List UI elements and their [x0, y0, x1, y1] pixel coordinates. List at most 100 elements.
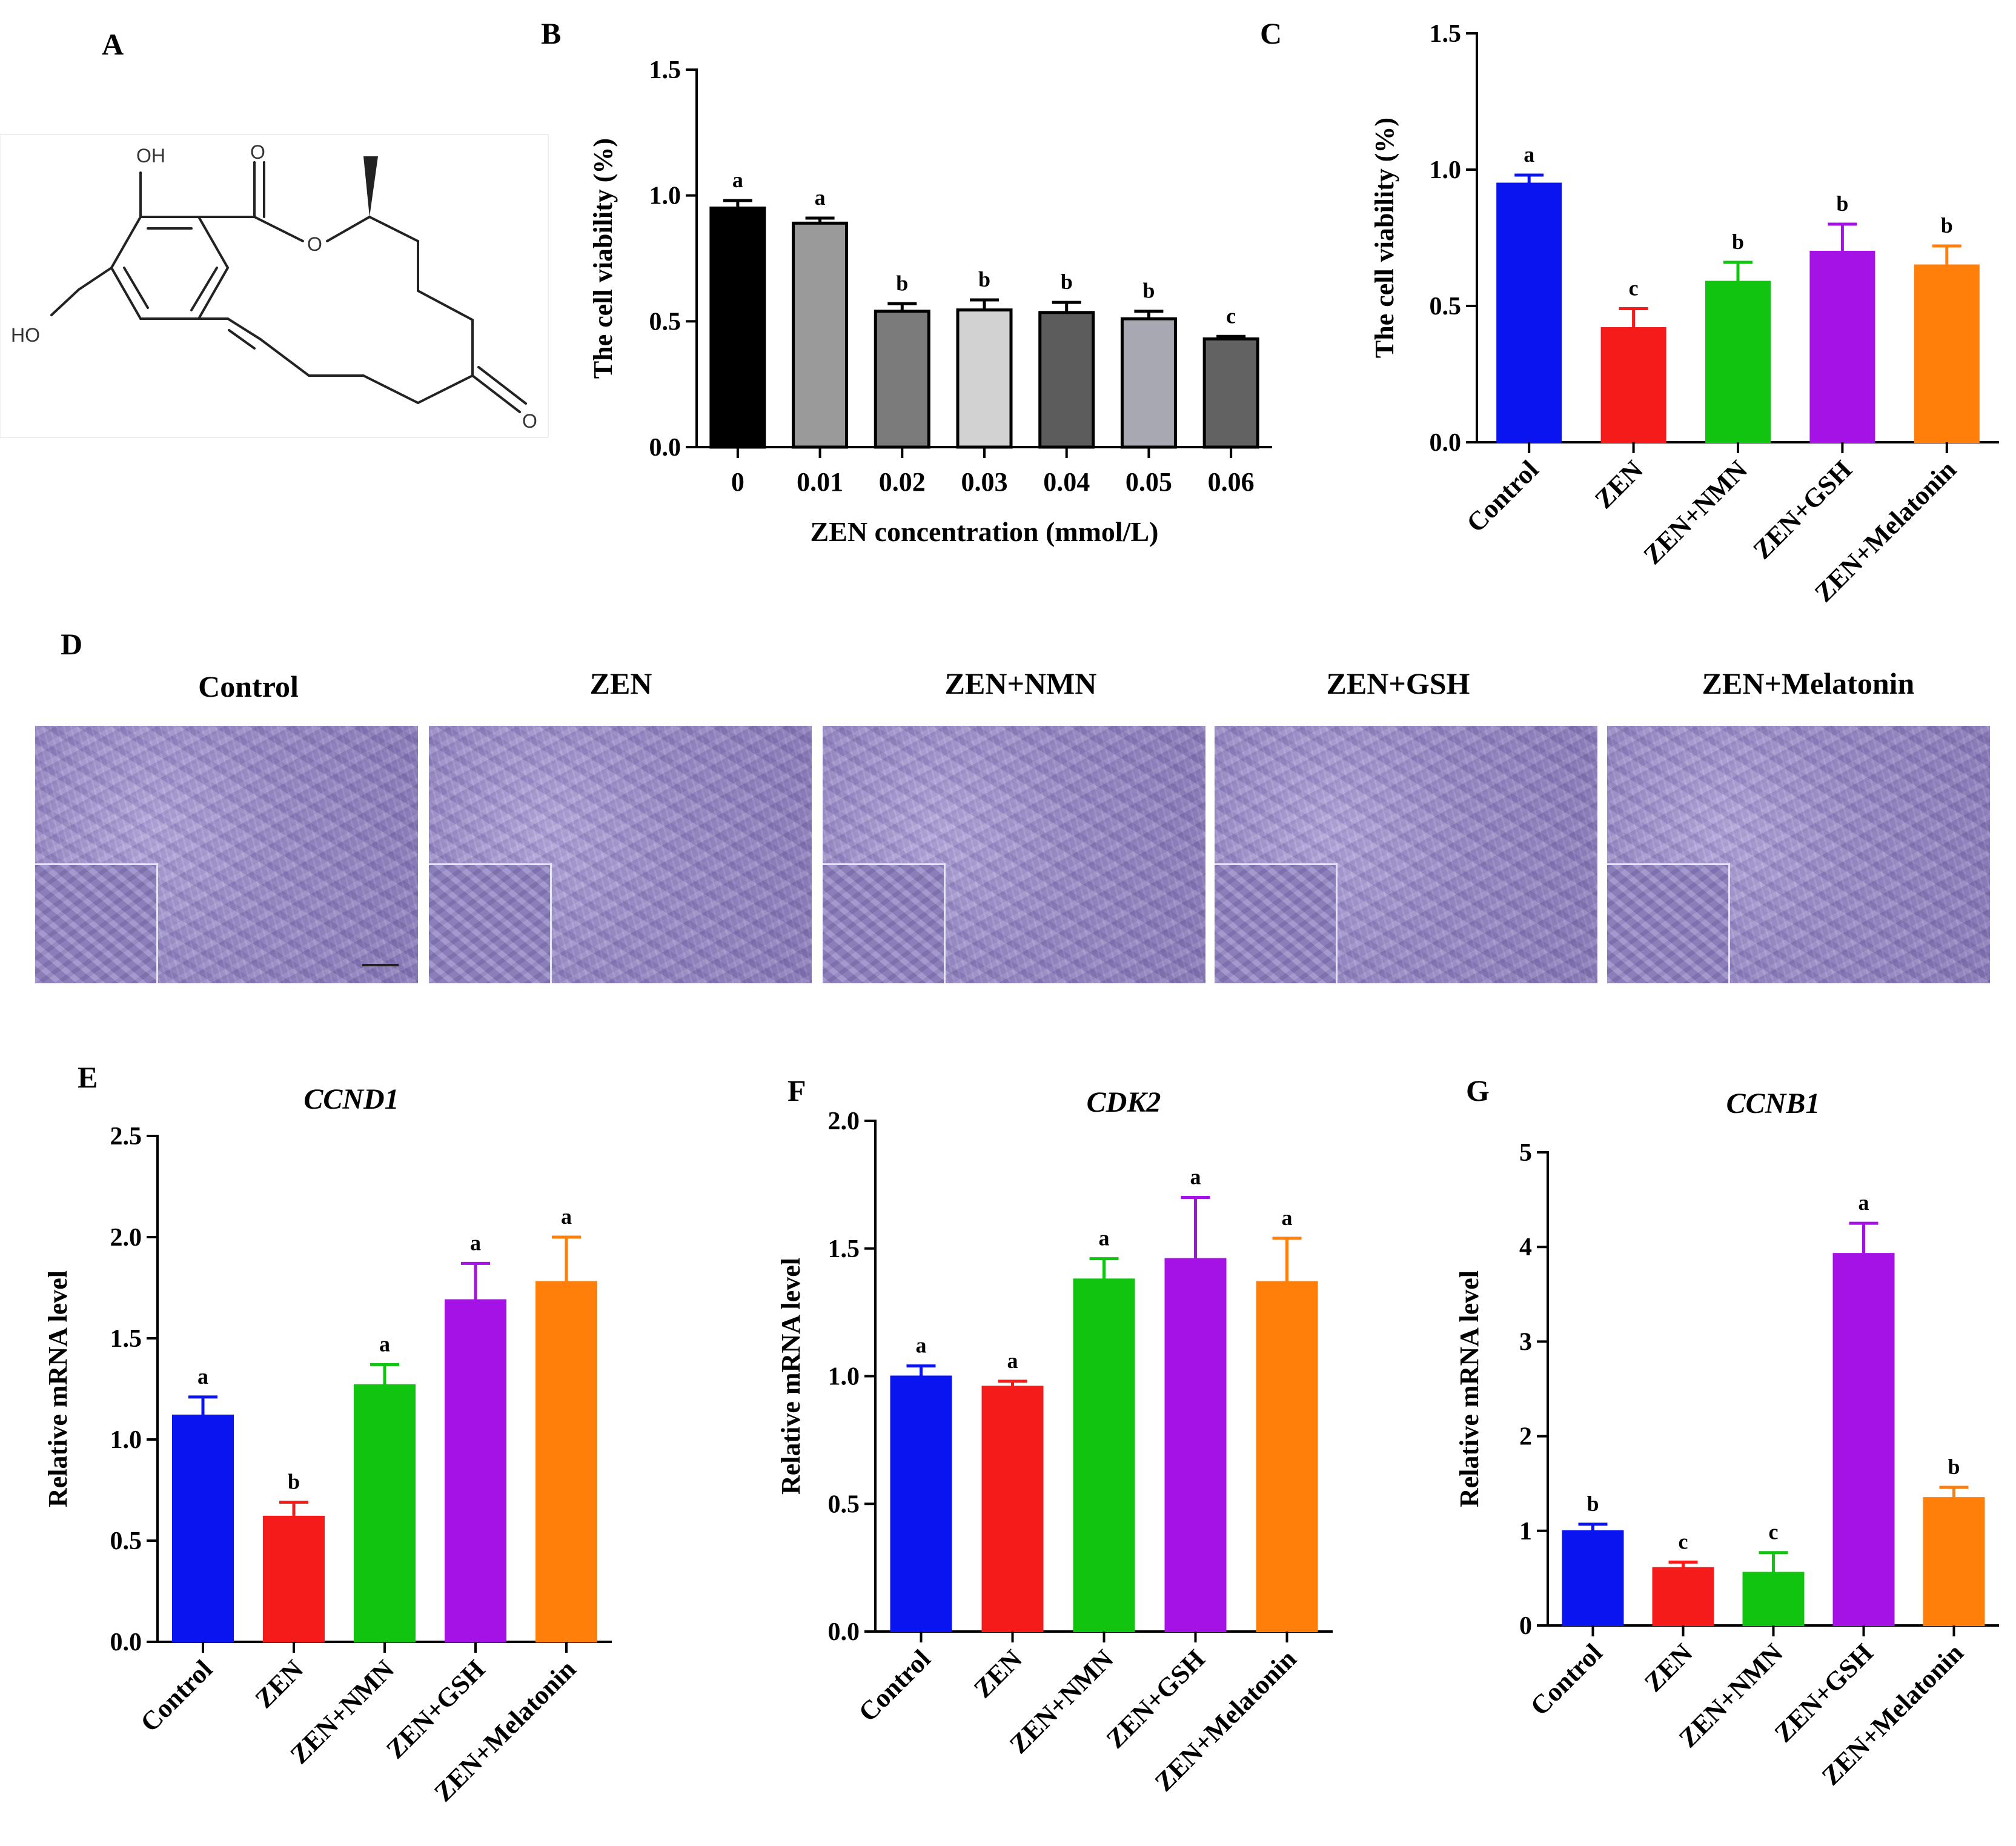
- micrograph-label-zen-nmn: ZEN+NMN: [945, 666, 1097, 700]
- micrograph-inset: [823, 863, 946, 983]
- significance-letter: b: [1587, 1492, 1599, 1516]
- bar: [354, 1384, 416, 1643]
- micrograph-zen-nmn: [823, 726, 1205, 983]
- y-tick-label: 1: [1519, 1518, 1532, 1546]
- chart-f-cdk2-expression: 0.0 0.5 1.0 1.5 2.0 Relative mRNA level CDK2 a C…: [776, 1086, 1333, 1797]
- significance-letter: a: [197, 1364, 208, 1389]
- significance-letter: a: [732, 168, 743, 192]
- bar: [1120, 317, 1177, 449]
- x-tick-label: Control: [1461, 454, 1544, 538]
- bar: [1073, 1278, 1135, 1633]
- significance-letter: b: [1732, 230, 1744, 254]
- y-tick-label: 0: [1519, 1612, 1532, 1640]
- significance-letter: c: [1629, 276, 1639, 300]
- significance-letter: c: [1226, 304, 1236, 328]
- y-tick-label: 0.5: [649, 308, 681, 336]
- micrograph-zen-gsh: [1215, 726, 1597, 983]
- bar: [1832, 1253, 1895, 1627]
- significance-letter: a: [379, 1332, 390, 1356]
- bar: [1742, 1572, 1805, 1627]
- micrograph-label-zen-melatonin: ZEN+Melatonin: [1702, 666, 1915, 700]
- y-tick-label: 1.5: [110, 1325, 142, 1353]
- significance-letter: b: [1948, 1455, 1960, 1479]
- significance-letter: a: [1858, 1190, 1869, 1215]
- x-tick-label: 0.04: [1043, 467, 1090, 497]
- chart-title: CDK2: [1087, 1086, 1161, 1118]
- bar: [1705, 281, 1771, 443]
- x-tick-label: 0: [731, 467, 744, 497]
- y-tick-label: 1.5: [828, 1235, 860, 1263]
- micrograph-inset: [35, 863, 158, 983]
- panel-label-c: C: [1260, 16, 1282, 50]
- y-axis-label: The cell viability (%): [1370, 118, 1399, 358]
- y-tick-label: 3: [1519, 1328, 1532, 1356]
- scale-bar: [362, 964, 399, 966]
- chart-title: CCNB1: [1726, 1087, 1820, 1120]
- bar: [172, 1414, 234, 1642]
- bar: [1202, 337, 1259, 449]
- chart-title: CCND1: [303, 1083, 399, 1115]
- y-tick-label: 2.5: [110, 1123, 142, 1150]
- x-tick-label: 0.03: [961, 467, 1008, 497]
- significance-letter: b: [896, 271, 908, 295]
- micrograph-inset: [1607, 863, 1730, 983]
- significance-letter: b: [1836, 191, 1848, 216]
- bar: [263, 1515, 325, 1642]
- bar: [874, 310, 930, 449]
- structure-label-o-ketone: O: [522, 410, 537, 432]
- bar: [792, 221, 849, 449]
- y-tick-label: 0.5: [1430, 293, 1462, 320]
- x-axis-label: ZEN concentration (mmol/L): [811, 516, 1159, 547]
- micrograph-inset: [1215, 863, 1338, 983]
- y-tick-label: 4: [1519, 1233, 1532, 1261]
- x-tick-label: Control: [853, 1644, 937, 1727]
- micrograph-inset: [429, 863, 552, 983]
- y-axis-label: Relative mRNA level: [43, 1270, 73, 1507]
- significance-letter: a: [470, 1230, 481, 1255]
- x-tick-label: ZEN: [968, 1644, 1028, 1704]
- significance-letter: b: [1061, 270, 1073, 294]
- y-tick-label: 0.0: [828, 1618, 860, 1646]
- micrograph-zen-melatonin: [1607, 726, 1990, 983]
- structure-label-ho: HO: [11, 324, 40, 346]
- panel-label-g: G: [1466, 1074, 1490, 1107]
- y-axis-label: Relative mRNA level: [776, 1258, 806, 1495]
- y-tick-label: 1.0: [649, 182, 681, 210]
- x-tick-label: Control: [134, 1654, 218, 1738]
- significance-letter: a: [1190, 1164, 1201, 1189]
- structure-label-o-carbonyl: O: [250, 141, 265, 163]
- bar: [1164, 1258, 1227, 1633]
- structure-label-o-ring: O: [307, 233, 322, 255]
- significance-letter: a: [561, 1204, 572, 1229]
- chemical-structure: [0, 134, 549, 438]
- significance-letter: a: [1007, 1349, 1018, 1373]
- bar: [445, 1299, 506, 1643]
- y-tick-label: 1.5: [1430, 20, 1462, 48]
- x-tick-label: 0.01: [797, 467, 843, 497]
- bar: [1600, 327, 1666, 443]
- panel-label-b: B: [541, 16, 561, 50]
- y-tick-label: 0.0: [110, 1629, 142, 1656]
- bar: [1256, 1281, 1318, 1632]
- y-tick-label: 0.5: [828, 1490, 860, 1518]
- x-tick-label: ZEN+GSH: [1747, 454, 1857, 565]
- panel-label-a: A: [102, 27, 124, 61]
- micrograph-zen: [429, 726, 812, 983]
- panel-label-d: D: [61, 627, 82, 661]
- y-tick-label: 2.0: [110, 1224, 142, 1252]
- micrograph-control: [35, 726, 418, 983]
- y-tick-label: 0.5: [110, 1527, 142, 1555]
- micrograph-label-zen: ZEN: [590, 666, 652, 700]
- bar: [1038, 311, 1095, 449]
- bar: [981, 1386, 1044, 1633]
- x-tick-label: ZEN: [1589, 454, 1649, 514]
- y-tick-label: 1.0: [1430, 156, 1462, 184]
- x-tick-label: ZEN: [249, 1654, 309, 1714]
- x-tick-label: ZEN: [1639, 1638, 1699, 1698]
- bar: [536, 1281, 597, 1642]
- y-tick-label: 2: [1519, 1423, 1532, 1451]
- y-axis-label: The cell viability (%): [588, 138, 618, 379]
- micrograph-label-zen-gsh: ZEN+GSH: [1327, 666, 1470, 700]
- chart-c-cell-viability-by-treatment: 0.0 0.5 1.0 1.5 The cell viability (%) a Contr…: [1370, 20, 1999, 608]
- bar: [1923, 1497, 1985, 1626]
